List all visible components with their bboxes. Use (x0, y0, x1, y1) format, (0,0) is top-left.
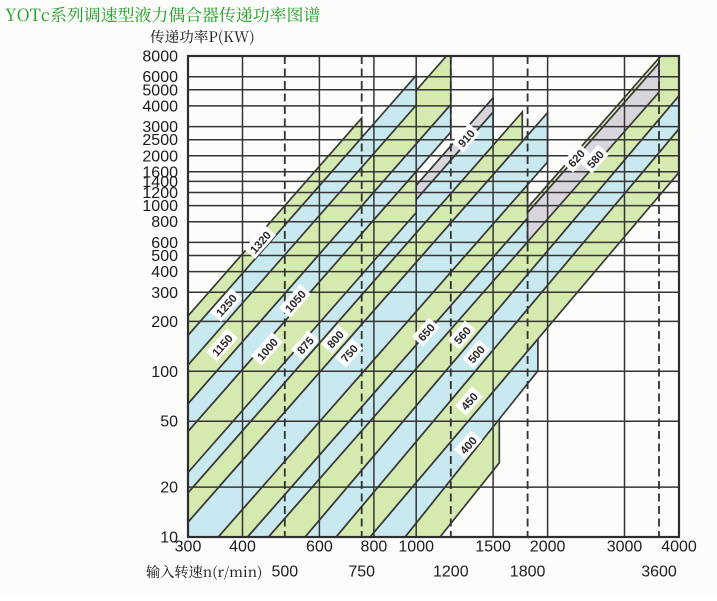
svg-text:400: 400 (151, 264, 178, 281)
svg-text:500: 500 (271, 564, 298, 581)
svg-text:3000: 3000 (142, 119, 178, 136)
svg-text:750: 750 (348, 564, 375, 581)
svg-text:300: 300 (175, 539, 202, 556)
svg-text:10: 10 (160, 530, 178, 547)
svg-text:600: 600 (151, 235, 178, 252)
svg-text:6000: 6000 (142, 69, 178, 86)
svg-text:100: 100 (151, 364, 178, 381)
svg-text:800: 800 (361, 539, 388, 556)
svg-text:8000: 8000 (142, 49, 178, 66)
svg-text:4000: 4000 (661, 539, 697, 556)
svg-text:400: 400 (229, 539, 256, 556)
svg-text:3000: 3000 (607, 539, 643, 556)
svg-text:200: 200 (151, 314, 178, 331)
svg-text:1200: 1200 (142, 185, 178, 202)
svg-text:2000: 2000 (530, 539, 566, 556)
svg-text:1800: 1800 (510, 564, 546, 581)
svg-text:3600: 3600 (641, 564, 677, 581)
svg-text:50: 50 (160, 414, 178, 431)
svg-text:500: 500 (151, 248, 178, 265)
svg-text:5000: 5000 (142, 82, 178, 99)
svg-text:300: 300 (151, 285, 178, 302)
svg-text:1200: 1200 (433, 564, 469, 581)
svg-text:1600: 1600 (142, 164, 178, 181)
svg-text:1000: 1000 (398, 539, 434, 556)
svg-text:1400: 1400 (142, 174, 178, 191)
svg-text:1000: 1000 (142, 198, 178, 215)
svg-text:2000: 2000 (142, 148, 178, 165)
svg-text:4000: 4000 (142, 98, 178, 115)
svg-text:20: 20 (160, 480, 178, 497)
svg-text:1500: 1500 (475, 539, 511, 556)
svg-text:800: 800 (151, 214, 178, 231)
svg-text:600: 600 (306, 539, 333, 556)
svg-text:2500: 2500 (142, 132, 178, 149)
